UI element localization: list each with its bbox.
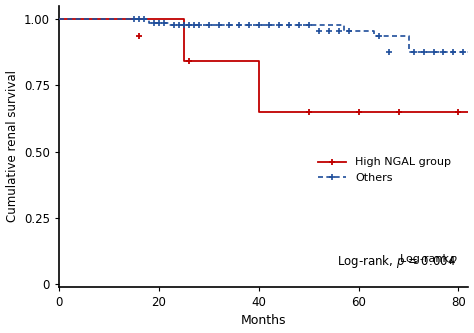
Text: Log-rank, $p$ = 0.004: Log-rank, $p$ = 0.004 [337,253,456,270]
Legend: High NGAL group, Others: High NGAL group, Others [319,158,451,183]
Y-axis label: Cumulative renal survival: Cumulative renal survival [6,70,18,222]
Text: p: p [449,254,456,264]
Text: Log-rank,: Log-rank, [400,254,456,264]
X-axis label: Months: Months [241,314,287,327]
